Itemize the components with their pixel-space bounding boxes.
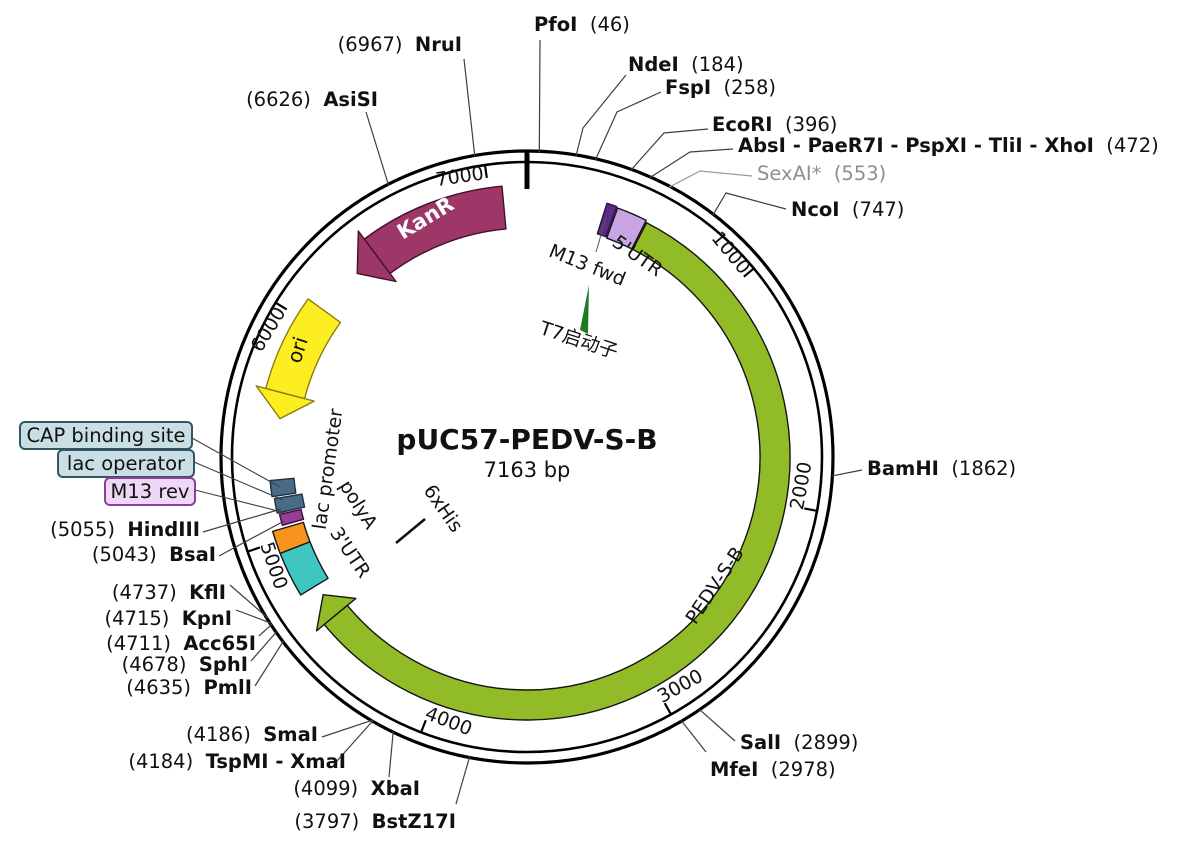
tick-mark-2000 <box>804 507 817 512</box>
feature-pedv-s-b <box>323 222 791 721</box>
enzyme-callout-kpni <box>235 609 272 624</box>
feature-ori <box>265 298 342 400</box>
boxed-label-text-m13-rev: M13 rev <box>111 480 190 503</box>
feature-label-t7: T7启动子 <box>536 317 621 363</box>
boxed-label-text-lac-operator: lac operator <box>67 452 186 475</box>
enzyme-callout-pfoi <box>538 39 541 153</box>
tick-mark-5000 <box>248 546 261 553</box>
tick-mark-6000 <box>275 302 288 311</box>
enzyme-callout-smai <box>321 719 373 738</box>
enzyme-label-bsai: (5043) BsaI <box>92 543 216 566</box>
enzyme-callout-absi-paer7i-pspxi-tlii-xhoi <box>649 148 734 179</box>
enzyme-callout-hindiii <box>202 508 282 533</box>
enzyme-label-sali: SalI (2899) <box>740 731 858 754</box>
plasmid-title: pUC57-PEDV-S-B <box>396 423 657 456</box>
backbone-outer-ring <box>219 149 835 765</box>
tick-mark-3000 <box>663 702 672 715</box>
enzyme-callout-sexai <box>668 170 753 188</box>
boxed-label-text-cap-binding-site: CAP binding site <box>26 424 185 447</box>
enzyme-label-nrui: (6967) NruI <box>338 33 462 56</box>
enzyme-callout-ncoi <box>712 192 787 216</box>
feature-polya <box>271 521 311 555</box>
enzyme-label-bamhi: BamHI (1862) <box>867 457 1016 480</box>
enzyme-callout-mfei <box>680 719 707 753</box>
enzyme-callout-xbai <box>388 731 394 778</box>
enzyme-label-kfli: (4737) KflI <box>112 581 226 604</box>
enzyme-label-ndei: NdeI (184) <box>628 53 744 76</box>
enzyme-label-absi-paer7i-pspxi-tlii-xhoi: AbsI - PaeR7I - PspXI - TliI - XhoI (472… <box>738 134 1159 157</box>
feature-label-lac-promoter: lac promoter <box>309 407 348 531</box>
enzyme-callout-bamhi <box>831 469 863 477</box>
enzyme-callout-pmli <box>254 640 285 687</box>
enzyme-callout-tspmi-xmai <box>335 719 374 763</box>
enzyme-label-sphi: (4678) SphI <box>122 653 248 676</box>
enzyme-callout-nrui <box>463 58 476 157</box>
enzyme-callout-acc65i <box>258 623 273 637</box>
enzyme-label-mfei: MfeI (2978) <box>710 758 836 781</box>
enzyme-label-asisi: (6626) AsiSI <box>246 88 378 111</box>
enzyme-label-pmli: (4635) PmlI <box>126 676 252 699</box>
enzyme-label-hindiii: (5055) HindIII <box>50 518 200 541</box>
tick-mark-4000 <box>420 719 427 732</box>
enzyme-callout-ndei <box>575 74 627 157</box>
feature-lac-operator <box>273 493 306 514</box>
enzyme-label-xbai: (4099) XbaI <box>293 777 420 800</box>
feature-cap-binding-site <box>269 477 297 498</box>
enzyme-label-fspi: FspI (258) <box>665 76 776 99</box>
enzyme-label-sexai: SexAI* (553) <box>757 162 886 185</box>
boxed-label-box-m13-rev <box>104 477 196 506</box>
enzyme-label-acc65i: (4711) Acc65I <box>106 632 256 655</box>
enzyme-callout-ecori <box>630 128 709 171</box>
m13-fwd-leader-line <box>595 217 607 253</box>
boxed-label-callout-lac-operator <box>193 461 284 501</box>
plasmid-size-label: 7163 bp <box>484 458 571 482</box>
enzyme-label-bstz17i: (3797) BstZ17I <box>294 810 456 833</box>
enzyme-label-ecori: EcoRI (396) <box>712 113 837 136</box>
enzyme-label-tspmi-xmai: (4184) TspMI - XmaI <box>128 750 346 773</box>
feature-5-utr <box>606 207 647 250</box>
enzyme-callout-sali <box>698 708 736 742</box>
sixhis-leader-line <box>395 517 426 545</box>
enzyme-callout-kfli <box>229 584 269 619</box>
enzyme-callout-bsai <box>218 520 285 557</box>
feature-label-3-utr: 3'UTR <box>325 523 375 582</box>
enzyme-callout-fspi <box>594 91 662 161</box>
enzyme-callout-bstz17i <box>455 756 471 805</box>
enzyme-callout-asisi <box>365 111 390 186</box>
enzyme-label-smai: (4186) SmaI <box>186 723 318 746</box>
enzyme-label-kpni: (4715) KpnI <box>105 607 232 630</box>
enzyme-label-ncoi: NcoI (747) <box>791 198 904 221</box>
enzyme-label-pfoi: PfoI (46) <box>534 13 630 36</box>
feature-label-6xhis: 6xHis <box>419 481 467 537</box>
enzyme-callout-sphi <box>250 631 278 662</box>
feature-m13-fwd <box>596 202 618 238</box>
boxed-label-callout-cap-binding-site <box>191 437 281 488</box>
tick-label-2000: 2000 <box>786 460 816 512</box>
feature-kanr <box>363 185 507 275</box>
feature-t7-icon <box>580 285 589 334</box>
tick-mark-7000 <box>484 165 488 179</box>
tick-label-7000: 7000 <box>434 162 485 191</box>
tick-mark-1000 <box>743 268 754 278</box>
boxed-label-callout-m13-rev <box>194 489 287 514</box>
